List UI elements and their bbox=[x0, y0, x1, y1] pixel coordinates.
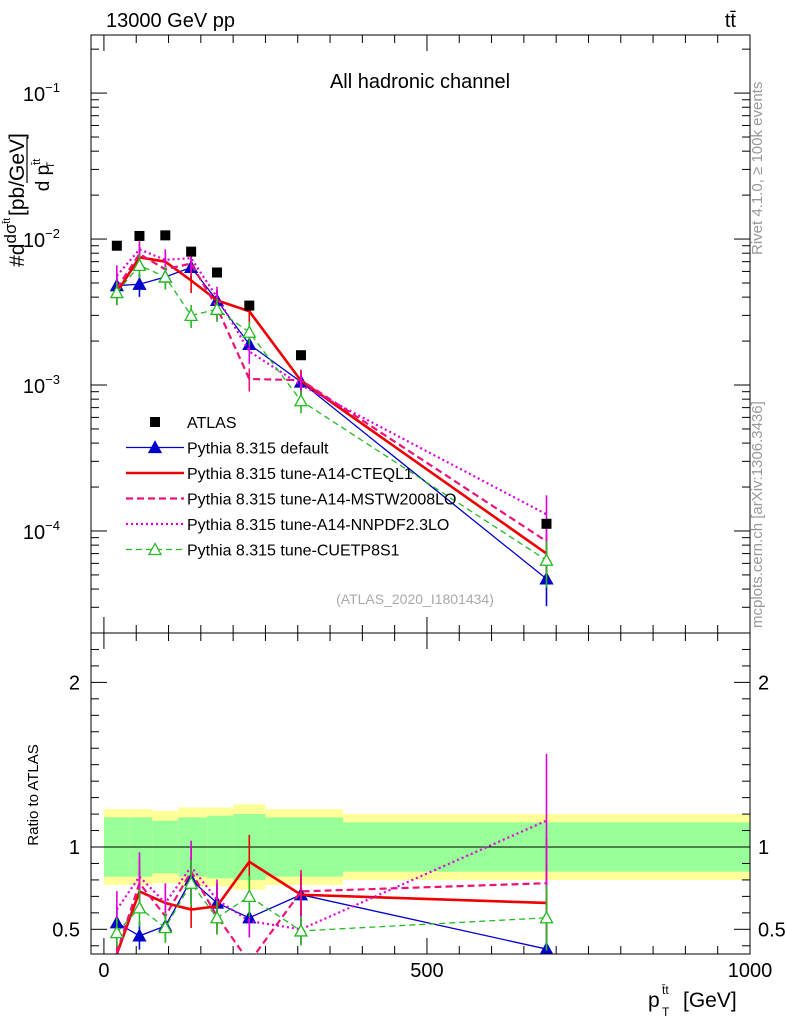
main-axes: 10−110−210−310−4 bbox=[23, 35, 751, 634]
legend-label: Pythia 8.315 tune-A14-CTEQL1 bbox=[187, 466, 413, 483]
y-tick-label-main: 10−4 bbox=[23, 518, 60, 544]
x-tick-label: 1000 bbox=[728, 960, 773, 982]
legend-label: Pythia 8.315 default bbox=[187, 441, 329, 458]
x-axis-label: p t̄t T [GeV] bbox=[648, 983, 737, 1019]
atlas-data-point bbox=[295, 350, 306, 361]
y-tick-label-ratio-right: 1 bbox=[758, 837, 769, 859]
y-tick-label-base: 10 bbox=[23, 230, 45, 252]
ratio-plot-area bbox=[91, 753, 750, 954]
atlas-data-point bbox=[541, 518, 552, 529]
ylabel-prefix: #d bbox=[6, 244, 29, 267]
mc-marker-ratio bbox=[242, 889, 257, 903]
ylabel-sigma: dσ bbox=[1, 223, 20, 243]
mc-marker-main bbox=[293, 393, 309, 407]
y-tick-label-base: 10 bbox=[23, 84, 45, 106]
y-tick-label-exponent: −3 bbox=[45, 372, 60, 387]
mc-series-line-main bbox=[116, 248, 547, 516]
svg-text:#ddσt̄t[pb/GeV]: #ddσt̄t [pb/GeV] bbox=[1, 133, 29, 267]
legend-label: Pythia 8.315 tune-A14-MSTW2008LO bbox=[187, 492, 456, 509]
ylabel-denominator-sup: t̄t bbox=[31, 159, 43, 166]
main-panel: 10−110−210−310−4 All hadronic channel (A… bbox=[23, 34, 751, 634]
legend-marker bbox=[147, 542, 163, 556]
main-y-axis-label: #ddσt̄t [pb/GeV] bbox=[1, 133, 29, 267]
y-tick-label-ratio: 2 bbox=[69, 672, 80, 694]
main-plot-area bbox=[109, 230, 554, 607]
y-tick-label-main: 10−2 bbox=[23, 226, 60, 252]
x-tick-label: 500 bbox=[410, 960, 443, 982]
ratio-panel-frame bbox=[90, 632, 751, 955]
mc-marker-main bbox=[132, 258, 147, 272]
mc-series-line-ratio bbox=[115, 819, 547, 931]
y-tick-label-main: 10−3 bbox=[23, 372, 60, 398]
ratio-panel: 0 500 1000 2 2 1 1 0.5 0.5 bbox=[52, 632, 786, 982]
mc-marker-ratio bbox=[539, 910, 554, 924]
y-tick-label-ratio-right: 2 bbox=[758, 672, 769, 694]
mc-marker-main bbox=[209, 301, 225, 315]
x-axis-label-p: p bbox=[648, 989, 660, 1012]
energy-label: 13000 GeV pp bbox=[106, 10, 235, 32]
ratio-axes: 0 500 1000 2 2 1 1 0.5 0.5 bbox=[52, 633, 786, 982]
mc-marker-main bbox=[109, 285, 124, 299]
mc-series-line-ratio bbox=[116, 882, 547, 934]
x-axis-label-sup: t̄t bbox=[662, 983, 670, 997]
rivet-version-label: Rivet 4.1.0, ≥ 100k events bbox=[749, 82, 766, 255]
y-tick-label-ratio: 1 bbox=[69, 837, 80, 859]
mc-marker-ratio bbox=[109, 925, 124, 939]
atlas-data-point bbox=[211, 267, 222, 278]
ylabel-unit: [pb/GeV] bbox=[6, 133, 29, 216]
ylabel-denominator-sub: T bbox=[45, 162, 57, 169]
atlas-data-point bbox=[186, 246, 197, 257]
channel-title: All hadronic channel bbox=[330, 71, 510, 93]
atlas-data-point bbox=[244, 300, 255, 311]
x-axis-label-sub: T bbox=[662, 1005, 670, 1019]
legend-label: Pythia 8.315 tune-A14-NNPDF2.3LO bbox=[187, 517, 449, 534]
y-tick-label-exponent: −1 bbox=[45, 80, 60, 95]
mc-marker-main bbox=[132, 276, 147, 290]
y-tick-label-main: 10−1 bbox=[23, 80, 60, 106]
mc-marker-main bbox=[539, 552, 554, 566]
atlas-data-point bbox=[160, 230, 171, 241]
mc-marker-main bbox=[158, 269, 173, 283]
y-tick-label-exponent: −4 bbox=[45, 518, 60, 533]
mc-marker-ratio bbox=[132, 900, 147, 914]
ylabel-sigma-sup: t̄t bbox=[1, 218, 13, 225]
x-axis-label-unit: [GeV] bbox=[683, 989, 737, 1012]
mc-marker-main bbox=[184, 308, 199, 322]
y-tick-label-exponent: −2 bbox=[45, 226, 60, 241]
legend-label: ATLAS bbox=[187, 415, 237, 432]
atlas-data-point bbox=[134, 230, 145, 241]
process-label: tt̄ bbox=[725, 10, 737, 32]
mc-series-line-main bbox=[115, 255, 548, 555]
mc-marker-ratio bbox=[158, 920, 173, 934]
x-tick-label: 0 bbox=[98, 960, 109, 982]
mc-series-line-ratio bbox=[115, 860, 547, 954]
legend-marker-atlas bbox=[150, 417, 160, 427]
atlas-data-point bbox=[111, 240, 122, 251]
legend: ATLAS Pythia 8.315 default Pythia 8.315 tu… bbox=[126, 415, 456, 560]
ylabel-denominator-p: d p bbox=[33, 165, 54, 191]
y-tick-label-base: 10 bbox=[23, 376, 45, 398]
y-tick-label-base: 10 bbox=[23, 522, 45, 544]
y-tick-label-ratio-right: 0.5 bbox=[758, 919, 786, 941]
analysis-watermark: (ATLAS_2020_I1801434) bbox=[336, 591, 494, 607]
mc-series-line-ratio bbox=[116, 878, 547, 950]
mc-marker-ratio bbox=[132, 928, 147, 942]
mcplots-label: mcplots.cern.ch [arXiv:1306.3436] bbox=[749, 401, 766, 628]
mc-series-line-ratio bbox=[115, 869, 547, 954]
main-panel-background bbox=[91, 35, 750, 633]
mc-marker-main bbox=[242, 324, 257, 338]
ylabel-denominator: d pt̄tT bbox=[31, 159, 57, 192]
mc-marker-ratio bbox=[209, 910, 225, 924]
mc-marker-ratio bbox=[293, 923, 309, 937]
ratio-y-axis-label: Ratio to ATLAS bbox=[25, 744, 42, 845]
svg-text:d pt̄tT: d pt̄tT bbox=[31, 159, 57, 192]
legend-label: Pythia 8.315 tune-CUETP8S1 bbox=[187, 543, 400, 560]
y-tick-label-ratio: 0.5 bbox=[52, 919, 80, 941]
legend-marker bbox=[147, 440, 163, 454]
mc-marker-ratio bbox=[184, 875, 199, 889]
